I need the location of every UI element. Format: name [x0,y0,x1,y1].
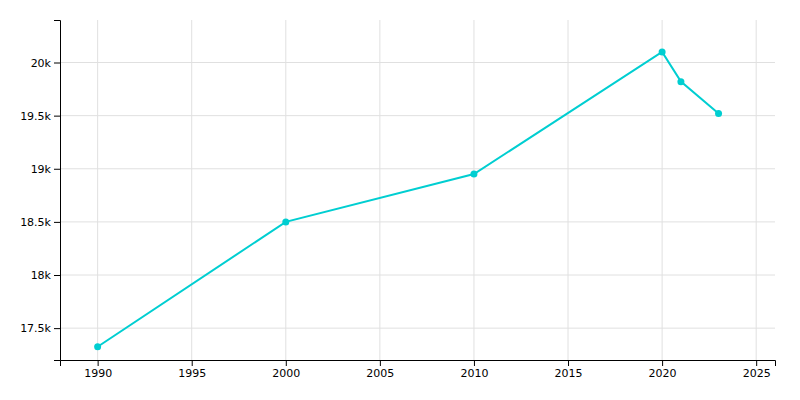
y-tick: 18.5k [20,216,60,229]
grid-line-x [568,20,569,360]
marker [715,110,722,117]
y-tick: 20k [31,57,60,70]
y-tick-mark [54,116,60,117]
y-tick-label: 20k [31,57,52,70]
y-tick-label: 19.5k [20,110,51,123]
grid-line-x [285,20,286,360]
x-tick: 2000 [272,360,300,380]
x-tick: 2020 [649,360,677,380]
y-tick-label: 17.5k [20,322,51,335]
x-tick-label: 2020 [649,367,677,380]
grid [60,20,775,360]
marker [470,171,477,178]
y-tick: 17.5k [20,322,60,335]
grid-line-y [60,328,775,329]
x-tick: 2005 [366,360,394,380]
grid-line-x [473,20,474,360]
chart-container: 1990 1995 2000 2005 2010 2015 2020 2025 17.5k 18k… [0,0,800,400]
marker [659,48,666,55]
y-tick-label: 18.5k [20,216,51,229]
x-tick-label: 2015 [555,367,583,380]
marker [677,78,684,85]
x-tick: 2010 [460,360,488,380]
x-tick-label: 2025 [743,367,771,380]
x-tick: 2015 [555,360,583,380]
x-tick-mark [286,360,287,366]
chart: 1990 1995 2000 2005 2010 2015 2020 2025 17.5k 18k… [0,0,800,400]
x-axis-line [61,361,776,367]
grid-line-y [60,221,775,222]
grid-line-x [191,20,192,360]
x-tick-label: 1995 [178,367,206,380]
y-tick-label: 19k [31,163,52,176]
x-axis: 1990 1995 2000 2005 2010 2015 2020 2025 [61,360,776,380]
y-axis: 17.5k 18k 18.5k 19k 19.5k 20k [20,21,60,361]
y-tick-mark [54,328,60,329]
y-tick-mark [54,63,60,64]
x-tick-mark [192,360,193,366]
x-tick-mark [380,360,381,366]
y-tick-mark [54,222,60,223]
x-tick: 1990 [84,360,112,380]
series [94,48,722,350]
y-tick-mark [54,275,60,276]
line [98,52,719,347]
grid-line-x [97,20,98,360]
y-tick: 18k [31,269,60,282]
grid-line-x [662,20,663,360]
x-tick-label: 2005 [366,367,394,380]
marker [94,343,101,350]
y-tick: 19.5k [20,110,60,123]
x-tick-mark [98,360,99,366]
grid-line-y [60,168,775,169]
plot: 1990 1995 2000 2005 2010 2015 2020 2025 17.5k 18k… [20,20,775,380]
marker [282,218,289,225]
y-axis-line [54,21,61,361]
x-tick-label: 1990 [84,367,112,380]
x-tick-label: 2010 [460,367,488,380]
grid-line-y [60,115,775,116]
x-tick-mark [568,360,569,366]
x-tick-label: 2000 [272,367,300,380]
x-tick: 2025 [743,360,771,380]
y-tick-label: 18k [31,269,52,282]
x-tick-mark [474,360,475,366]
y-tick: 19k [31,163,60,176]
grid-line-x [379,20,380,360]
grid-line-x [756,20,757,360]
x-tick-mark [662,360,663,366]
x-tick: 1995 [178,360,206,380]
y-tick-mark [54,169,60,170]
grid-line-y [60,275,775,276]
x-tick-mark [756,360,757,366]
